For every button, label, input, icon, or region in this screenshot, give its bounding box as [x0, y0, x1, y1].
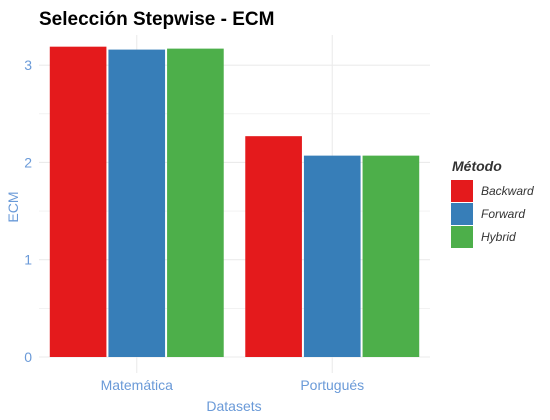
y-tick-label: 0	[24, 349, 32, 365]
x-tick-label: Portugués	[300, 377, 364, 393]
bars	[50, 47, 419, 357]
bar-hybrid-1	[363, 156, 420, 357]
bar-backward-1	[245, 136, 302, 357]
y-tick-label: 1	[24, 252, 32, 268]
bar-backward-0	[50, 47, 107, 357]
chart-title: Selección Stepwise - ECM	[39, 9, 274, 30]
legend-label-hybrid: Hybrid	[481, 230, 516, 244]
x-axis-ticks: Matemática Portugués	[101, 377, 365, 393]
legend-title: Método	[452, 158, 502, 174]
legend-key-hybrid	[451, 226, 473, 248]
x-tick-label: Matemática	[101, 377, 174, 393]
y-tick-label: 3	[24, 57, 32, 73]
legend-key-forward	[451, 203, 473, 225]
x-axis-title: Datasets	[206, 398, 261, 414]
legend: Método Backward Forward Hybrid	[451, 158, 534, 248]
legend-key-backward	[451, 180, 473, 202]
bar-forward-0	[108, 50, 165, 357]
bar-forward-1	[304, 156, 361, 357]
legend-label-backward: Backward	[481, 184, 534, 198]
y-axis-ticks: 0 1 2 3	[24, 57, 32, 365]
y-tick-label: 2	[24, 154, 32, 170]
y-axis-title: ECM	[5, 191, 21, 222]
legend-label-forward: Forward	[481, 207, 525, 221]
bar-hybrid-0	[167, 49, 224, 357]
